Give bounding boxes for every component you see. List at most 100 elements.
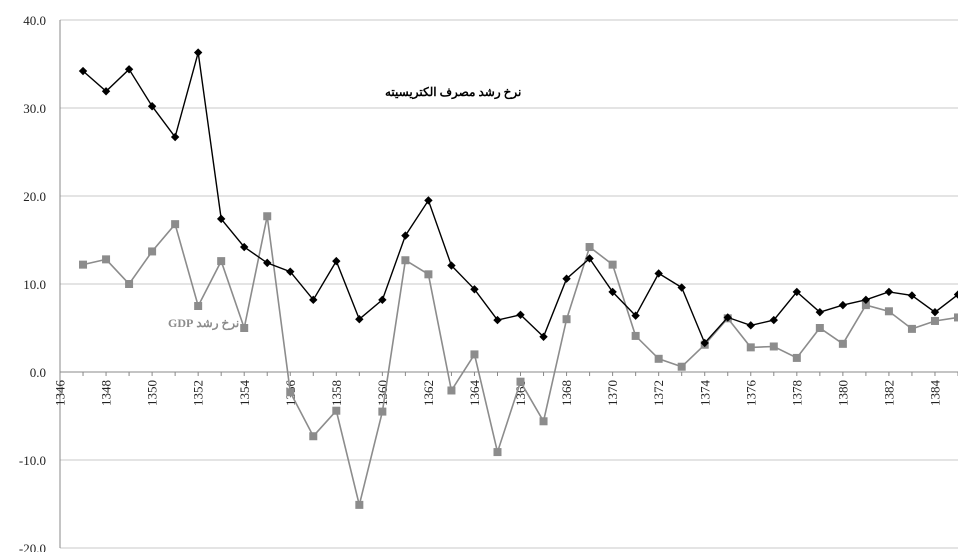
data-point-1-18: [493, 448, 502, 457]
y-tick-label-1: 30.0: [23, 101, 46, 116]
data-point-1-3: [148, 247, 157, 256]
x-tick-label-4: 1354: [237, 380, 252, 407]
data-point-0-16: [447, 261, 456, 270]
data-point-0-22: [585, 254, 594, 263]
data-point-1-12: [355, 500, 364, 509]
data-point-0-31: [792, 287, 802, 297]
data-point-0-7: [240, 242, 249, 252]
x-tick-label-6: 1358: [329, 380, 344, 406]
data-point-1-25: [654, 354, 663, 363]
data-point-0-33: [838, 300, 848, 310]
data-point-1-5: [194, 302, 203, 310]
data-point-0-10: [309, 295, 318, 305]
x-tick-label-9: 1364: [467, 380, 482, 407]
y-axis-ticks: 40.0 30.0 20.0 10.0 0.0 -10.0 -20.0: [19, 13, 46, 552]
x-tick-label-15: 1376: [743, 380, 758, 407]
data-point-0-35: [884, 287, 894, 297]
x-tick-label-0: 1346: [53, 380, 68, 407]
data-point-0-17: [470, 285, 479, 294]
y-tick-label-4: 0.0: [30, 365, 46, 380]
data-point-0-14: [401, 231, 410, 240]
series-0: [78, 48, 958, 348]
data-point-0-0: [78, 66, 88, 76]
x-tick-label-14: 1374: [697, 380, 712, 407]
data-point-0-23: [608, 287, 617, 297]
series-1: [79, 212, 958, 509]
data-point-0-24: [631, 311, 640, 320]
x-tick-label-13: 1372: [651, 380, 666, 406]
y-tick-label-5: -10.0: [19, 453, 46, 468]
data-point-1-0: [79, 260, 88, 269]
data-point-1-19: [516, 377, 525, 386]
data-point-1-8: [263, 212, 272, 221]
data-point-0-11: [332, 256, 341, 266]
data-point-1-26: [677, 362, 686, 371]
y-tick-label-2: 20.0: [23, 189, 46, 204]
data-point-0-25: [654, 269, 663, 278]
data-point-1-16: [447, 386, 456, 395]
x-tick-label-19: 1384: [928, 380, 943, 407]
data-point-1-36: [907, 324, 916, 333]
data-point-1-37: [930, 316, 939, 325]
data-point-1-33: [838, 339, 847, 348]
data-point-1-34: [861, 301, 870, 310]
data-point-1-24: [631, 331, 640, 340]
data-point-0-28: [723, 313, 732, 322]
data-point-1-1: [102, 255, 111, 264]
x-tick-label-11: 1368: [559, 380, 574, 406]
series-label-gdp: نرخ رشد GDP: [168, 316, 239, 331]
grid-lines: [60, 19, 958, 549]
data-point-1-6: [217, 257, 226, 266]
data-point-0-20: [539, 332, 548, 341]
series-line-1: [82, 216, 958, 506]
data-point-0-19: [516, 310, 525, 319]
data-point-0-37: [930, 307, 940, 317]
x-tick-label-10: 1366: [513, 380, 528, 407]
data-point-0-6: [216, 214, 226, 224]
x-tick-label-7: 1360: [375, 380, 390, 406]
data-point-1-10: [309, 432, 318, 441]
data-point-1-32: [815, 324, 824, 332]
data-point-1-29: [746, 343, 755, 352]
data-point-0-8: [263, 258, 272, 268]
data-point-1-4: [171, 220, 180, 229]
data-point-1-30: [769, 342, 778, 351]
series-group: [78, 48, 958, 509]
data-point-0-1: [101, 87, 111, 96]
data-point-1-17: [470, 350, 479, 359]
x-tick-label-1: 1348: [99, 380, 114, 406]
data-point-0-29: [746, 321, 755, 330]
data-point-1-31: [792, 353, 801, 362]
data-point-0-38: [953, 290, 958, 299]
x-tick-label-17: 1380: [835, 380, 850, 406]
data-point-0-2: [124, 65, 134, 74]
data-point-0-12: [355, 315, 364, 324]
data-point-0-27: [700, 338, 709, 348]
data-point-0-36: [907, 291, 917, 300]
data-point-0-4: [170, 132, 180, 142]
y-tick-label-0: 40.0: [23, 13, 46, 28]
data-point-1-9: [286, 388, 295, 397]
data-point-0-34: [861, 295, 871, 305]
data-point-1-7: [240, 324, 249, 332]
series-label-electricity: نرخ رشد مصرف الکتریسیته: [385, 85, 521, 100]
data-point-1-23: [608, 260, 617, 269]
data-point-1-20: [539, 417, 548, 426]
data-point-0-30: [769, 315, 778, 325]
data-point-1-38: [954, 313, 958, 322]
y-tick-label-3: 10.0: [23, 277, 46, 292]
data-point-1-13: [378, 407, 387, 416]
x-tick-label-18: 1382: [881, 380, 896, 406]
data-point-0-15: [424, 196, 433, 205]
data-point-0-5: [193, 48, 203, 57]
data-point-1-14: [401, 256, 410, 265]
axes: [59, 20, 958, 548]
x-tick-label-12: 1370: [605, 380, 620, 406]
data-point-0-18: [493, 315, 502, 325]
x-tick-label-2: 1350: [145, 380, 160, 406]
x-axis-ticks: 1346134813501352135413561358136013621364…: [53, 372, 958, 406]
x-tick-label-16: 1378: [789, 380, 804, 406]
x-tick-label-3: 1352: [191, 380, 206, 406]
data-point-0-21: [562, 274, 571, 283]
